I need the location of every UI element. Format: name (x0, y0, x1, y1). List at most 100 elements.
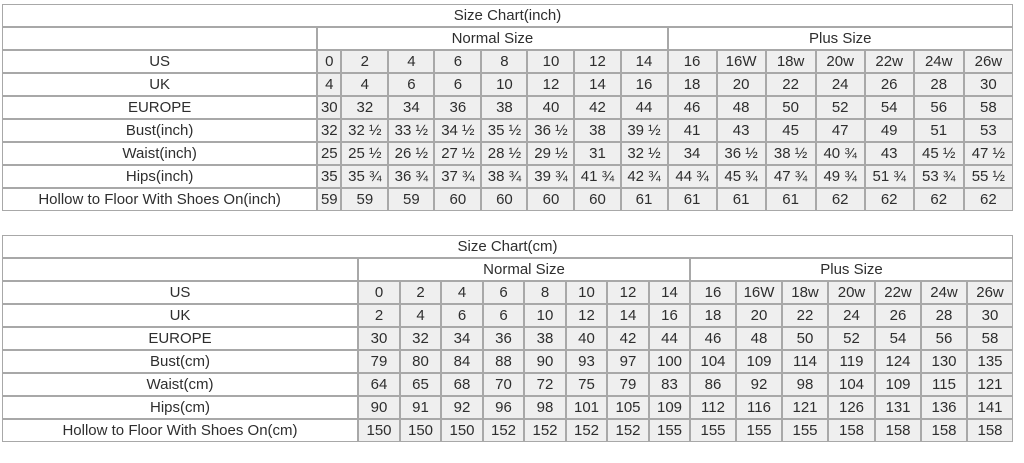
size-value-cell: 93 (566, 350, 607, 373)
size-value-cell: 47 ½ (963, 142, 1013, 165)
size-value-cell: 32 (341, 96, 389, 119)
table-row: Hollow to Floor With Shoes On(cm) 150 150 1… (2, 419, 1014, 442)
size-value-cell: 8 (481, 50, 528, 73)
size-value-cell: 44 (620, 96, 668, 119)
size-value-cell: 24 (828, 304, 875, 327)
size-value-cell: 52 (815, 96, 865, 119)
size-value-cell: 158 (875, 419, 921, 442)
size-value-cell: 16 (649, 304, 690, 327)
size-value-cell: 101 (566, 396, 607, 419)
size-value-cell: 28 ½ (481, 142, 528, 165)
row-label: UK (2, 73, 318, 96)
size-value-cell: 16W (716, 50, 766, 73)
size-value-cell: 42 (607, 327, 649, 350)
size-value-cell: 79 (607, 373, 649, 396)
size-value-cell: 150 (441, 419, 483, 442)
size-value-cell: 44 ¾ (667, 165, 717, 188)
size-value-cell: 34 (441, 327, 483, 350)
row-label: Bust(inch) (2, 119, 318, 142)
size-value-cell: 58 (963, 96, 1013, 119)
table-row: UK 4 4 6 6 10 12 14 16 18 20 22 24 26 28 30 (2, 73, 1013, 96)
row-label: UK (2, 304, 358, 327)
size-value-cell: 60 (527, 188, 575, 211)
size-value-cell: 62 (913, 188, 964, 211)
row-label: Waist(cm) (2, 373, 358, 396)
table-row: Waist(cm) 64 65 68 70 72 75 79 83 86 92 98 104 109 115… (2, 373, 1014, 396)
size-value-cell: 56 (921, 327, 967, 350)
size-value-cell: 60 (574, 188, 621, 211)
size-value-cell: 51 ¾ (864, 165, 914, 188)
corner-cell (2, 258, 358, 281)
size-value-cell: 32 (317, 119, 342, 142)
size-value-cell: 75 (566, 373, 607, 396)
size-value-cell: 30 (358, 327, 400, 350)
group-header-normal-size: Normal Size (317, 27, 668, 50)
size-value-cell: 96 (483, 396, 524, 419)
size-value-cell: 49 ¾ (815, 165, 865, 188)
size-value-cell: 36 ½ (716, 142, 766, 165)
size-value-cell: 6 (441, 304, 483, 327)
size-value-cell: 50 (765, 96, 816, 119)
size-value-cell: 40 ¾ (815, 142, 865, 165)
size-value-cell: 36 ½ (527, 119, 575, 142)
size-value-cell: 55 ½ (963, 165, 1013, 188)
size-value-cell: 26 (875, 304, 921, 327)
size-value-cell: 36 (483, 327, 524, 350)
table-row: UK 2 4 6 6 10 12 14 16 18 20 22 24 26 28 30 (2, 304, 1014, 327)
size-value-cell: 14 (607, 304, 649, 327)
size-value-cell: 12 (607, 281, 649, 304)
size-value-cell: 18 (690, 304, 736, 327)
size-value-cell: 35 (317, 165, 342, 188)
size-value-cell: 37 ¾ (434, 165, 482, 188)
row-label: EUROPE (2, 96, 318, 119)
size-value-cell: 136 (921, 396, 967, 419)
size-value-cell: 155 (690, 419, 736, 442)
table-row: US 0 2 4 6 8 10 12 14 16 16W 18w 20w 22w 24w 26w (2, 50, 1013, 73)
size-value-cell: 20w (828, 281, 875, 304)
size-value-cell: 105 (607, 396, 649, 419)
table-row: Hollow to Floor With Shoes On(inch) 59 59 5… (2, 188, 1013, 211)
size-value-cell: 4 (441, 281, 483, 304)
size-value-cell: 104 (690, 350, 736, 373)
size-value-cell: 20 (716, 73, 766, 96)
size-value-cell: 48 (716, 96, 766, 119)
table-row: Bust(cm) 79 80 84 88 90 93 97 100 104 109 114 119 124… (2, 350, 1014, 373)
size-value-cell: 38 (524, 327, 566, 350)
size-value-cell: 59 (341, 188, 389, 211)
size-value-cell: 68 (441, 373, 483, 396)
size-value-cell: 18w (765, 50, 816, 73)
size-value-cell: 46 (667, 96, 717, 119)
size-value-cell: 42 ¾ (620, 165, 668, 188)
size-value-cell: 135 (967, 350, 1014, 373)
size-value-cell: 12 (527, 73, 575, 96)
size-value-cell: 41 (667, 119, 717, 142)
row-label: US (2, 50, 318, 73)
size-value-cell: 109 (736, 350, 782, 373)
row-label: US (2, 281, 358, 304)
size-value-cell: 112 (690, 396, 736, 419)
size-value-cell: 29 ½ (527, 142, 575, 165)
size-value-cell: 90 (358, 396, 400, 419)
size-value-cell: 44 (649, 327, 690, 350)
size-value-cell: 32 ½ (620, 142, 668, 165)
size-value-cell: 61 (667, 188, 717, 211)
size-value-cell: 4 (388, 50, 435, 73)
size-value-cell: 52 (828, 327, 875, 350)
size-value-cell: 40 (527, 96, 575, 119)
size-value-cell: 26 (864, 73, 914, 96)
size-value-cell: 16 (620, 73, 668, 96)
size-chart-cm-section: Size Chart(cm) Normal Size Plus Size US 0 2 4 6… (2, 235, 1024, 442)
size-value-cell: 43 (864, 142, 914, 165)
size-value-cell: 6 (388, 73, 435, 96)
size-value-cell: 98 (524, 396, 566, 419)
size-value-cell: 80 (400, 350, 441, 373)
size-value-cell: 10 (566, 281, 607, 304)
size-value-cell: 124 (875, 350, 921, 373)
size-value-cell: 158 (967, 419, 1014, 442)
size-value-cell: 35 ¾ (341, 165, 389, 188)
size-value-cell: 22 (782, 304, 828, 327)
size-value-cell: 36 ¾ (388, 165, 435, 188)
size-value-cell: 35 ½ (481, 119, 528, 142)
size-value-cell: 4 (400, 304, 441, 327)
size-value-cell: 32 ½ (341, 119, 389, 142)
